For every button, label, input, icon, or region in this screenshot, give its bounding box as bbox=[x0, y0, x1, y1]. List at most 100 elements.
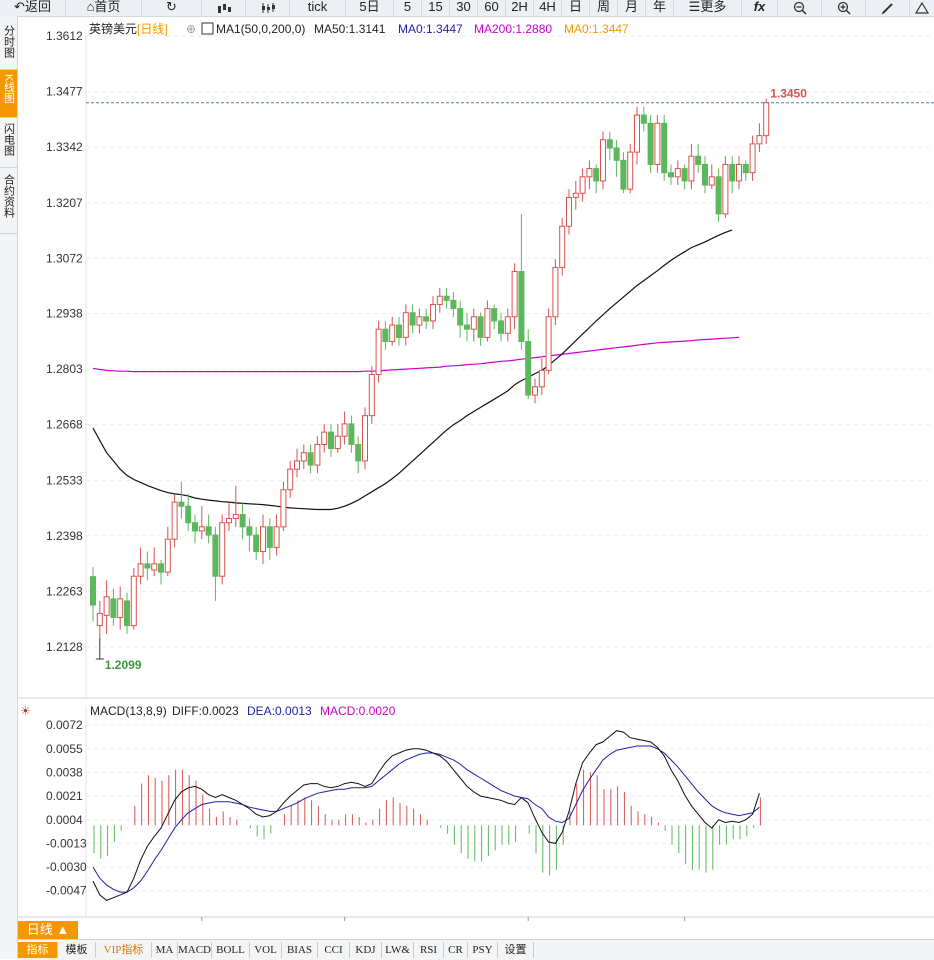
fx-icon: fx bbox=[753, 0, 766, 14]
price-tick-label: 1.2938 bbox=[46, 307, 83, 321]
indicator-tab[interactable]: 指标 bbox=[18, 942, 58, 958]
candle-body bbox=[511, 271, 518, 318]
refresh-button[interactable]: ↻ bbox=[142, 0, 202, 16]
candle-body bbox=[409, 312, 416, 326]
ma200-legend: MA200:1.2880 bbox=[474, 22, 552, 36]
candle-body bbox=[232, 513, 239, 520]
tab-contract-info[interactable]: 合约资料 bbox=[0, 168, 17, 234]
candle-body bbox=[647, 122, 654, 165]
candle-body bbox=[314, 443, 321, 466]
candle-body bbox=[579, 176, 586, 194]
period-year[interactable]: 年 bbox=[646, 0, 674, 16]
candle-body bbox=[572, 192, 579, 198]
pen-icon bbox=[881, 2, 893, 14]
price-tick-label: 1.2533 bbox=[46, 473, 83, 487]
indicator-tab[interactable]: PSY bbox=[468, 942, 498, 958]
period-selector[interactable]: 日线 ▲ bbox=[18, 921, 78, 939]
period-2h[interactable]: 2H bbox=[506, 0, 534, 16]
candle-body bbox=[300, 452, 307, 462]
ohlc-icon bbox=[261, 2, 275, 13]
candle-body bbox=[341, 423, 348, 437]
candle-body bbox=[552, 266, 559, 318]
price-tick-label: 1.3072 bbox=[46, 251, 83, 265]
home-button[interactable]: ⌂首页 bbox=[66, 0, 142, 16]
period-5min[interactable]: 5 bbox=[394, 0, 422, 16]
ma0-legend-b: MA0:1.3447 bbox=[564, 22, 629, 36]
ma-toggle-icon[interactable] bbox=[201, 22, 214, 35]
draw-tool-button[interactable] bbox=[866, 0, 910, 16]
macd-tick-label: -0.0047 bbox=[46, 884, 87, 898]
dea-line bbox=[92, 745, 760, 893]
period-day[interactable]: 日 bbox=[562, 0, 590, 16]
zoom-out-button[interactable] bbox=[778, 0, 822, 16]
zoom-in-button[interactable] bbox=[822, 0, 866, 16]
more-button[interactable]: ☰更多 bbox=[674, 0, 742, 16]
candle-body bbox=[477, 316, 484, 338]
candle-body bbox=[151, 563, 158, 571]
candle-body bbox=[545, 316, 552, 371]
candle-body bbox=[708, 176, 715, 186]
indicator-tab[interactable]: CR bbox=[444, 942, 468, 958]
candle-body bbox=[368, 373, 375, 417]
tick-button[interactable]: tick bbox=[290, 0, 346, 16]
diff-line bbox=[92, 730, 760, 901]
period-4h[interactable]: 4H bbox=[534, 0, 562, 16]
period-15min[interactable]: 15 bbox=[422, 0, 450, 16]
candle-body bbox=[158, 563, 164, 573]
candle-body bbox=[192, 522, 198, 532]
indicator-tab[interactable]: RSI bbox=[414, 942, 444, 958]
price-tick-label: 1.2128 bbox=[46, 640, 83, 654]
candle-body bbox=[239, 513, 246, 528]
back-button[interactable]: ↶返回 bbox=[0, 0, 66, 16]
indicator-tab[interactable]: 模板 bbox=[58, 942, 96, 958]
indicator-tab[interactable]: VOL bbox=[250, 942, 282, 958]
candles bbox=[90, 98, 770, 638]
period-30min[interactable]: 30 bbox=[450, 0, 478, 16]
period-month[interactable]: 月 bbox=[618, 0, 646, 16]
period-week[interactable]: 周 bbox=[590, 0, 618, 16]
indicator-tab[interactable]: KDJ bbox=[350, 942, 382, 958]
indicator-tab[interactable]: LW& bbox=[382, 942, 414, 958]
candle-body bbox=[722, 163, 729, 215]
candle-body bbox=[171, 501, 178, 540]
indicator-tab[interactable]: 设置 bbox=[498, 942, 534, 958]
tab-kline[interactable]: K线图 bbox=[0, 70, 17, 118]
bar-chart-button[interactable] bbox=[246, 0, 290, 16]
indicator-tab[interactable]: MACD bbox=[178, 942, 212, 958]
indicator-tab[interactable]: BOLL bbox=[212, 942, 250, 958]
candle-body bbox=[538, 369, 545, 388]
price-legend: 英镑美元 [日线] ⊕ MA1(50,0,200,0) MA50:1.3141 … bbox=[89, 21, 629, 36]
candle-body bbox=[654, 122, 661, 165]
candle-body bbox=[498, 320, 504, 334]
tab-flash-chart[interactable]: 闪电图 bbox=[0, 118, 17, 168]
indicator-tab[interactable]: VIP指标 bbox=[96, 942, 152, 958]
menu-icon: ☰ bbox=[688, 0, 701, 14]
tab-time-sharing[interactable]: 分时图 bbox=[0, 20, 17, 70]
candle-body bbox=[178, 501, 185, 507]
indicator-tab[interactable]: CCI bbox=[318, 942, 350, 958]
macd-tick-label: 0.0038 bbox=[46, 765, 83, 779]
settings-icon[interactable]: ⊕ bbox=[186, 22, 196, 36]
kline-chart-button[interactable] bbox=[202, 0, 246, 16]
kline-chart[interactable]: 英镑美元 [日线] ⊕ MA1(50,0,200,0) MA50:1.3141 … bbox=[18, 16, 934, 921]
candle-body bbox=[287, 468, 294, 491]
candle-body bbox=[736, 163, 742, 182]
alert-button[interactable] bbox=[910, 0, 934, 16]
price-tick-label: 1.2803 bbox=[46, 362, 83, 376]
period-60min[interactable]: 60 bbox=[478, 0, 506, 16]
candle-body bbox=[266, 526, 273, 548]
candle-body bbox=[389, 324, 396, 343]
formula-button[interactable]: fx bbox=[742, 0, 778, 16]
price-tick-label: 1.3612 bbox=[46, 29, 83, 43]
candle-body bbox=[715, 176, 722, 215]
indicator-tab[interactable]: MA bbox=[152, 942, 178, 958]
indicator-tab[interactable]: BIAS bbox=[282, 942, 318, 958]
candle-body bbox=[396, 324, 402, 338]
zoom-in-icon bbox=[837, 1, 851, 15]
candle-body bbox=[702, 163, 708, 186]
candle-body bbox=[294, 460, 300, 470]
candle-body bbox=[518, 271, 525, 343]
period-5day[interactable]: 5日 bbox=[346, 0, 394, 16]
macd-settings-icon[interactable]: ☀ bbox=[20, 704, 31, 718]
low-price-label: 1.2099 bbox=[105, 658, 142, 672]
